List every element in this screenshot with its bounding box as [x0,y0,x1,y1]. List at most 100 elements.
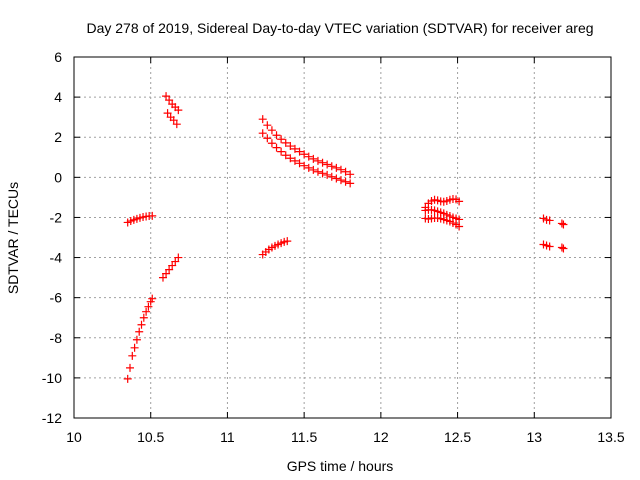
series-arc-7 [258,129,355,188]
data-point [142,307,151,316]
y-tick-label: -12 [42,410,62,426]
data-point [163,109,172,118]
data-point [346,179,355,188]
data-point [304,152,313,161]
data-point [300,150,309,159]
data-point [300,161,309,170]
data-point [277,147,286,156]
data-point [263,121,272,130]
data-point [174,106,183,115]
data-point [162,269,171,278]
data-point [332,163,341,172]
x-tick-label: 12.5 [444,429,471,445]
data-point [290,144,299,153]
x-tick-label: 10.5 [137,429,164,445]
x-tick-label: 13 [526,429,542,445]
plot-frame [73,56,612,419]
tick-labels: 10 10.5 11 11.5 12 12.5 13 13.5 -12 -10 -8 -6 -4 -2 0 2… [42,49,625,445]
data-point [263,134,272,143]
data-point [559,244,568,253]
data-point [281,138,290,147]
data-point [557,243,566,252]
series-arc-6 [258,115,355,179]
y-tick-label: 0 [54,169,62,185]
x-tick-label: 11 [220,429,235,445]
data-point [295,147,304,156]
data-point [304,163,313,172]
y-tick-label: -6 [50,290,63,306]
x-tick-label: 11.5 [291,429,317,445]
data-point [272,143,281,152]
data-point [341,177,350,186]
data-point [313,156,322,165]
data-point [168,261,177,270]
data-point [258,115,267,124]
data-point [336,165,345,174]
axis-ticks [73,56,612,419]
x-tick-label: 10 [66,429,82,445]
data-point [286,154,295,163]
data-point [545,216,554,225]
y-axis-label: SDTVAR / TECUs [5,182,21,294]
data-point [162,92,171,101]
data-point [281,151,290,160]
data-point [323,170,332,179]
series-arc-5 [163,109,181,129]
series-arc-13 [539,240,554,251]
data-point [267,139,276,148]
data-point [309,165,318,174]
data-point [126,363,135,372]
series-arc-14 [557,219,568,229]
data-point [148,211,157,220]
data-point [277,135,286,144]
data-point [144,302,153,311]
data-point [165,265,174,274]
y-tick-label: 2 [54,129,62,145]
data-point [272,131,281,140]
y-tick-label: -10 [42,370,62,386]
data-point [557,219,566,228]
series-arc-15 [557,243,568,253]
data-point [455,215,464,224]
data-point [283,237,292,246]
data-point [318,158,327,167]
data-point [148,294,157,303]
data-point [130,343,139,352]
data-point [313,167,322,176]
y-tick-label: -2 [50,209,63,225]
data-point [139,313,148,322]
x-tick-label: 13.5 [597,429,624,445]
data-point [169,116,178,125]
data-point [545,242,554,251]
data-point [286,142,295,151]
data-point [318,169,327,178]
y-tick-label: -8 [50,330,63,346]
data-point [267,126,276,135]
data-point [455,197,464,206]
data-point [332,174,341,183]
y-tick-label: 4 [54,89,62,105]
data-point [135,327,144,336]
data-point [290,156,299,165]
data-point [158,273,167,282]
data-point [171,257,180,266]
data-point [323,160,332,169]
data-point [258,129,267,138]
data-point [455,222,464,231]
series-arc-11 [421,214,464,231]
data-point [137,320,146,329]
series-arc-4 [162,92,183,115]
series-arc-1 [123,211,157,227]
series-arc-9 [421,194,464,212]
data-point [336,176,345,185]
data-point [346,170,355,179]
data-point [341,167,350,176]
data-point [165,96,174,105]
data-point [559,220,568,229]
grid [74,57,611,418]
data-point [123,374,132,383]
data-point [174,253,183,262]
x-tick-label: 12 [373,429,389,445]
x-axis-label: GPS time / hours [287,458,394,474]
